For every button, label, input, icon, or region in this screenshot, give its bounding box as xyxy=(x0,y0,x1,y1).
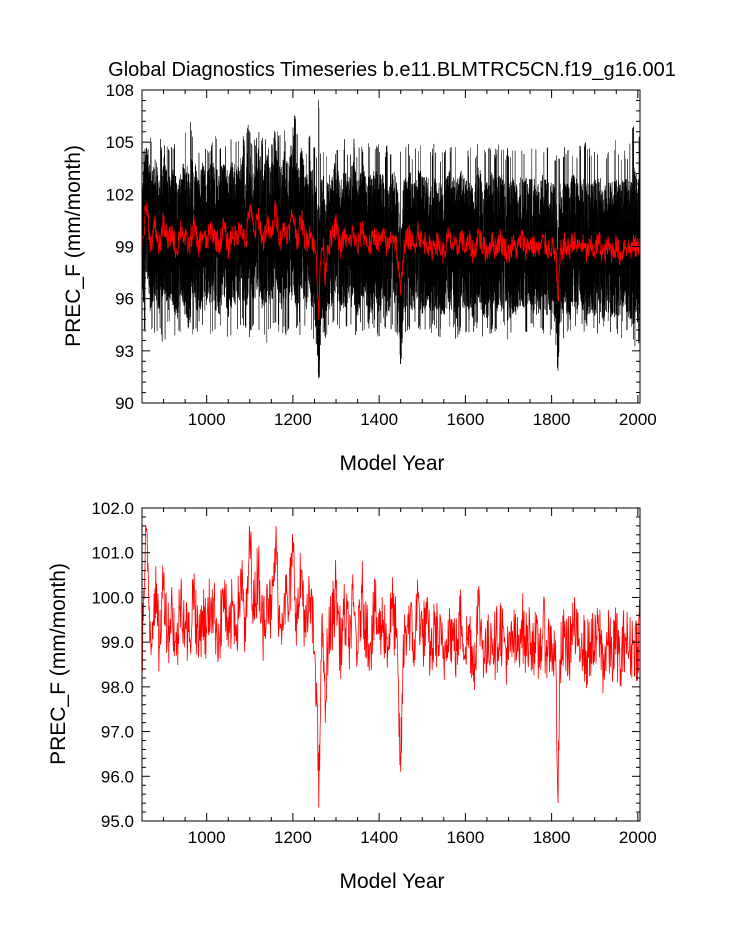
top-x-ticks: 1000 1200 1400 1600 1800 2000 xyxy=(163,90,657,429)
top-monthly-series xyxy=(141,99,641,379)
x-tick-label: 1800 xyxy=(533,410,571,429)
y-tick-label: 96 xyxy=(115,290,134,309)
x-tick-label: 1600 xyxy=(446,828,484,847)
x-tick-label: 1400 xyxy=(360,410,398,429)
x-tick-label: 1200 xyxy=(274,410,312,429)
x-tick-label: 1400 xyxy=(360,828,398,847)
x-tick-label: 1000 xyxy=(188,410,226,429)
y-tick-label: 96.0 xyxy=(101,767,134,786)
top-annual-series-front xyxy=(141,199,641,320)
y-tick-label: 102.0 xyxy=(91,499,134,518)
bottom-x-ticks: 1000 1200 1400 1600 1800 2000 xyxy=(163,508,657,847)
x-tick-label: 2000 xyxy=(619,828,657,847)
bottom-y-ticks: 95.0 96.0 97.0 98.0 99.0 100.0 101.0 102.0 xyxy=(91,499,640,831)
y-tick-label: 95.0 xyxy=(101,812,134,831)
y-tick-label: 93 xyxy=(115,342,134,361)
annual-series-line-top xyxy=(141,199,641,320)
y-tick-label: 90 xyxy=(115,394,134,413)
x-tick-label: 1200 xyxy=(274,828,312,847)
y-tick-label: 108 xyxy=(106,81,134,100)
bottom-chart: 1000 1200 1400 1600 1800 2000 95.0 96.0 97.0 98.… xyxy=(47,499,657,893)
top-y-axis-title: PREC_F (mm/month) xyxy=(62,145,85,347)
top-plot-frame xyxy=(141,89,641,404)
x-tick-label: 1000 xyxy=(188,828,226,847)
y-tick-label: 99.0 xyxy=(101,633,134,652)
top-y-ticks: 90 93 96 99 102 105 108 xyxy=(106,81,640,413)
bottom-plot-frame xyxy=(141,507,641,822)
monthly-series-line xyxy=(141,99,641,379)
x-tick-label: 1800 xyxy=(533,828,571,847)
y-tick-label: 99 xyxy=(115,238,134,257)
y-tick-label: 97.0 xyxy=(101,723,134,742)
y-tick-label: 105 xyxy=(106,133,134,152)
y-tick-label: 101.0 xyxy=(91,544,134,563)
y-tick-label: 98.0 xyxy=(101,678,134,697)
annual-series-line xyxy=(141,525,641,808)
y-tick-label: 102 xyxy=(106,185,134,204)
bottom-y-axis-title: PREC_F (mm/month) xyxy=(47,563,70,765)
x-tick-label: 2000 xyxy=(619,410,657,429)
bottom-x-axis-title: Model Year xyxy=(339,870,444,893)
top-chart: 1000 1200 1400 1600 1800 2000 90 93 96 99 102 105 1… xyxy=(62,81,657,475)
x-tick-label: 1600 xyxy=(446,410,484,429)
top-x-axis-title: Model Year xyxy=(339,452,444,475)
y-tick-label: 100.0 xyxy=(91,588,134,607)
bottom-annual-series xyxy=(141,525,641,808)
figure-title: Global Diagnostics Timeseries b.e11.BLMT… xyxy=(108,59,676,81)
